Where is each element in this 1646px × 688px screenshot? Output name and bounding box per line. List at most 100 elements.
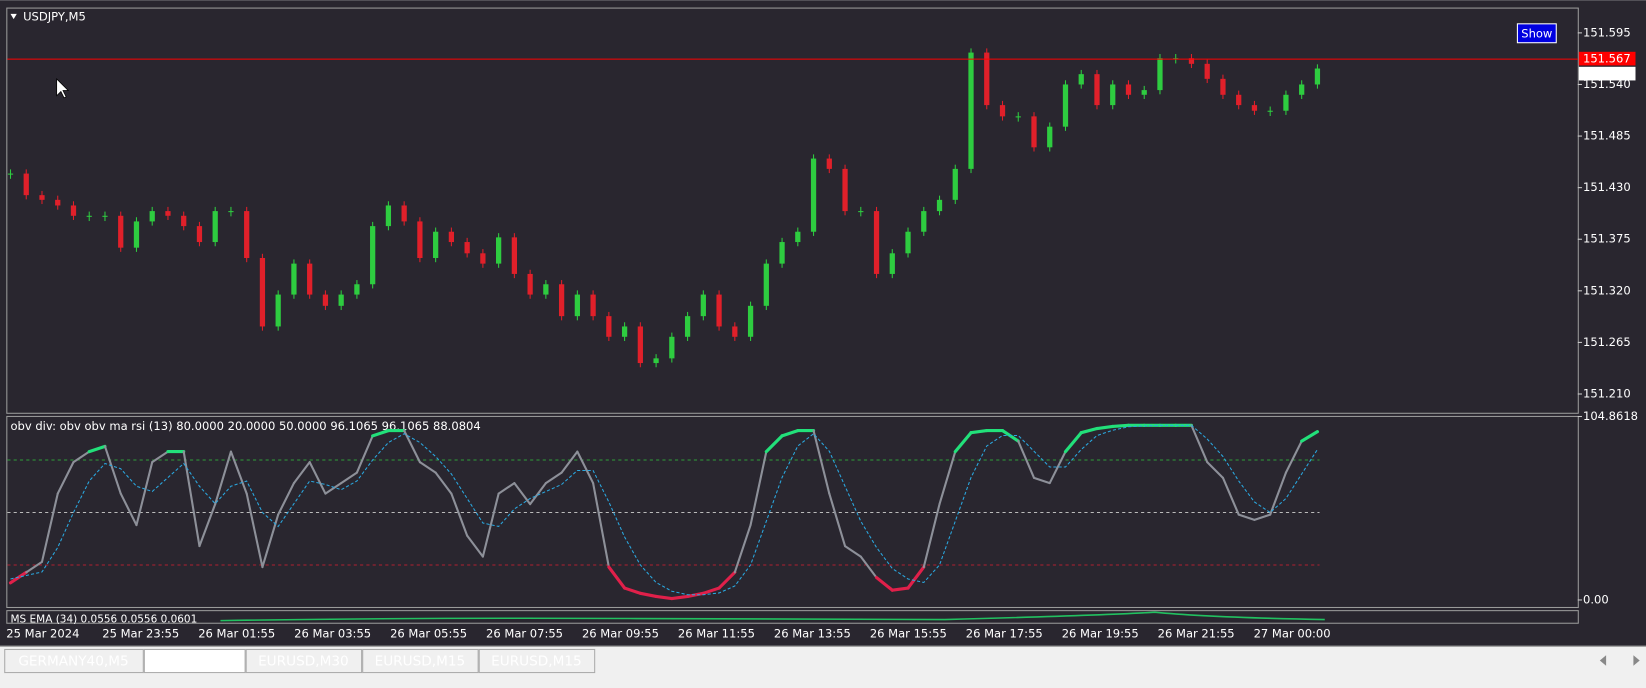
show-button-label[interactable]: Show [1521, 26, 1552, 40]
tab[interactable] [362, 648, 479, 674]
oscillator-segment [1063, 431, 1083, 454]
x-tick-label: 25 Mar 23:55 [102, 627, 179, 641]
candle [684, 316, 691, 337]
oscillator-segment [103, 445, 122, 495]
oscillator-segment [764, 434, 784, 454]
oscillator-segment [418, 461, 437, 474]
candle [496, 237, 502, 264]
candle [1251, 105, 1258, 111]
ma-line [10, 424, 1318, 596]
candle [259, 257, 266, 327]
oscillator-segment [151, 450, 170, 464]
y-tick-label: 151.265 [1583, 335, 1631, 349]
candle [716, 294, 722, 327]
tab[interactable] [245, 648, 363, 674]
x-tick-label: 26 Mar 21:55 [1158, 627, 1235, 641]
candle [275, 294, 281, 327]
oscillator-segment [828, 492, 847, 548]
oscillator-segment [969, 429, 989, 435]
oscillator-segment [938, 450, 957, 506]
oscillator-segment [638, 591, 658, 599]
candle [1047, 126, 1053, 148]
candle [118, 215, 124, 248]
oscillator-segment [906, 565, 926, 590]
candle [653, 358, 659, 364]
candle [1125, 84, 1132, 95]
candle [606, 316, 612, 337]
indicator-panel-frame [6, 415, 1579, 609]
oscillator-segment [780, 429, 800, 438]
candle [1267, 110, 1273, 112]
ema-decor [220, 611, 1325, 622]
mouse-cursor [56, 78, 70, 99]
tab[interactable] [478, 648, 596, 674]
tab-label[interactable]: GERMANY40,M5 [18, 654, 128, 670]
candle [464, 242, 470, 254]
oscillator-segment [119, 492, 138, 527]
oscillator-segment [434, 471, 453, 495]
oscillator-segment [25, 560, 44, 574]
oscillator-segment [859, 555, 878, 579]
oscillator-segment [198, 503, 217, 548]
oscillator-segment [277, 482, 295, 516]
candle [196, 226, 203, 243]
oscillator-segment [40, 492, 59, 563]
candle [385, 205, 392, 227]
oscillator-segment [812, 429, 831, 495]
x-tick-label: 26 Mar 13:55 [774, 627, 851, 641]
oscillator-segment [544, 471, 563, 485]
candle [558, 284, 565, 317]
tab-label[interactable]: EURUSD,M30 [258, 654, 349, 670]
y-tick-label: 151.210 [1583, 386, 1631, 400]
oscillator-segment [1284, 440, 1303, 474]
oscillator-segment [623, 586, 642, 595]
candle [763, 263, 769, 306]
candle [1094, 74, 1100, 106]
oscillator-segment [261, 513, 280, 569]
y-tick-label: 151.540 [1583, 77, 1631, 91]
candle [1141, 90, 1147, 95]
candle [1110, 84, 1116, 106]
price-label-bg [1578, 51, 1636, 66]
candle [590, 294, 596, 317]
tab[interactable] [143, 648, 246, 674]
oscillator-segment [182, 450, 201, 548]
candle [433, 231, 439, 258]
candle [574, 294, 580, 317]
x-tick-label: 26 Mar 17:55 [966, 627, 1043, 641]
candle [543, 284, 549, 295]
oscillator-segment [560, 450, 579, 474]
candle [873, 211, 880, 274]
oscillator-segment [686, 591, 705, 599]
candle [621, 326, 628, 337]
oscillator-segment [1048, 450, 1067, 485]
collapse-icon[interactable] [10, 13, 17, 20]
candle [244, 211, 250, 258]
y-tick-label: 151.595 [1583, 25, 1631, 39]
oscillator-segment [324, 482, 343, 495]
candle [905, 231, 911, 254]
oscillator-segment [497, 482, 516, 495]
y-tick-label: 104.8618 [1583, 409, 1638, 423]
chart-area [0, 0, 1646, 646]
oscillator-segment [1095, 424, 1115, 431]
candle [858, 211, 864, 213]
oscillator-segment [450, 492, 469, 537]
candle [1283, 94, 1289, 111]
x-tick-label: 25 Mar 2024 [6, 627, 79, 641]
candle [39, 195, 45, 200]
x-tick-label: 26 Mar 07:55 [486, 627, 563, 641]
tab-label[interactable]: USDJPY,M5 [157, 654, 231, 670]
candle [86, 215, 92, 217]
candle [999, 105, 1006, 117]
tab-label[interactable]: EURUSD,M15 [491, 654, 582, 670]
oscillator-segment [576, 450, 595, 485]
show-button[interactable] [1516, 23, 1557, 44]
candle [779, 242, 785, 264]
candle [291, 263, 297, 295]
x-tick-label: 27 Mar 00:00 [1254, 627, 1331, 641]
oscillator-segment [355, 434, 374, 474]
tab[interactable] [4, 648, 144, 674]
tab-label[interactable]: EURUSD,M15 [375, 654, 466, 670]
main-panel-frame [6, 7, 1579, 414]
